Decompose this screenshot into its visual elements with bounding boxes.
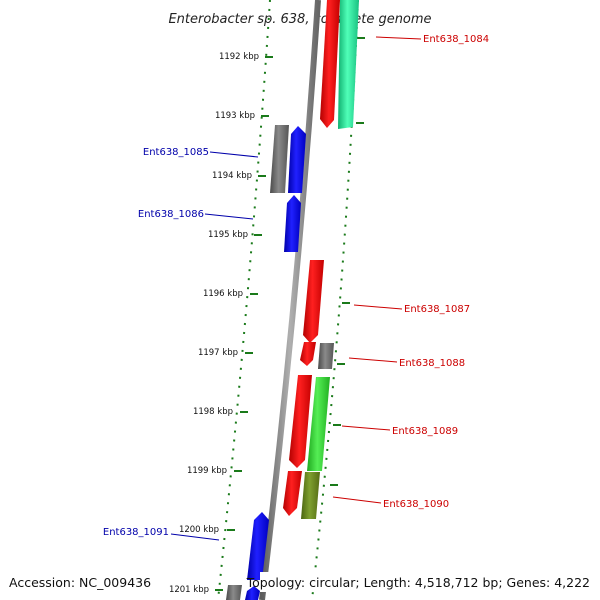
gene-arrow-bottom-gray[interactable] xyxy=(226,585,242,600)
genome-backbone xyxy=(259,0,321,600)
gene-arrow-1089[interactable] xyxy=(289,375,312,468)
gene-label-1084[interactable]: Ent638_1084 xyxy=(423,34,489,45)
kbp-tick-label: 1198 kbp xyxy=(193,407,233,417)
gene-arrow-1085-gray[interactable] xyxy=(270,125,289,193)
gene-arrow-1085[interactable] xyxy=(288,126,306,193)
gene-arrow-1088-gray[interactable] xyxy=(318,343,334,369)
leader-1089 xyxy=(341,425,391,431)
gene-label-1085[interactable]: Ent638_1085 xyxy=(143,147,209,158)
accession-text: Accession: NC_009436 xyxy=(9,575,151,590)
gene-arrow-1090-olive[interactable] xyxy=(301,472,320,519)
footer-topology-bg xyxy=(260,572,596,592)
gene-arrow-1088[interactable] xyxy=(300,342,316,366)
gene-label-1091[interactable]: Ent638_1091 xyxy=(103,527,169,538)
label-leaders xyxy=(170,36,422,541)
gene-arrow-1084[interactable] xyxy=(320,0,340,128)
gene-arrows xyxy=(226,0,359,600)
kbp-tick-label: 1197 kbp xyxy=(198,348,238,358)
kbp-tick-label: 1200 kbp xyxy=(179,525,219,535)
gene-arrow-1087[interactable] xyxy=(303,260,324,343)
right-tick-marks xyxy=(330,37,365,486)
kbp-tick-label: 1195 kbp xyxy=(208,230,248,240)
leader-1085 xyxy=(209,151,259,158)
topology-text: Topology: circular; Length: 4,518,712 bp… xyxy=(246,575,590,590)
leader-1086 xyxy=(204,213,254,220)
leader-1087 xyxy=(353,304,403,310)
gene-arrow-1086[interactable] xyxy=(284,195,301,252)
leader-1091 xyxy=(170,533,220,541)
gene-label-1087[interactable]: Ent638_1087 xyxy=(404,304,470,315)
gene-arrow-1089-green[interactable] xyxy=(307,377,330,471)
gene-arrow-1084-mint[interactable] xyxy=(338,0,359,129)
map-title: Enterobacter sp. 638, complete genome xyxy=(168,12,431,27)
gene-label-1089[interactable]: Ent638_1089 xyxy=(392,426,458,437)
gene-label-1086[interactable]: Ent638_1086 xyxy=(138,209,204,220)
leader-1088 xyxy=(348,357,398,363)
kbp-tick-label: 1194 kbp xyxy=(212,171,252,181)
gene-labels: Ent638_1084 Ent638_1085 Ent638_1086 Ent6… xyxy=(103,34,489,538)
gene-arrow-1091[interactable] xyxy=(247,512,269,580)
gene-arrow-bottom-blue[interactable] xyxy=(245,586,260,600)
leader-1084 xyxy=(375,36,422,40)
leader-1090 xyxy=(332,496,382,504)
left-tick-rail xyxy=(217,0,271,600)
kbp-tick-label: 1193 kbp xyxy=(215,111,255,121)
kbp-tick-label: 1199 kbp xyxy=(187,466,227,476)
gene-arrow-1090[interactable] xyxy=(283,471,302,516)
gene-label-1088[interactable]: Ent638_1088 xyxy=(399,358,465,369)
kbp-tick-label: 1201 kbp xyxy=(169,585,209,595)
gene-label-1090[interactable]: Ent638_1090 xyxy=(383,499,449,510)
kbp-tick-label: 1192 kbp xyxy=(219,52,259,62)
kbp-ticks: 1192 kbp 1193 kbp 1194 kbp 1195 kbp 1196… xyxy=(169,52,273,595)
kbp-tick-label: 1196 kbp xyxy=(203,289,243,299)
